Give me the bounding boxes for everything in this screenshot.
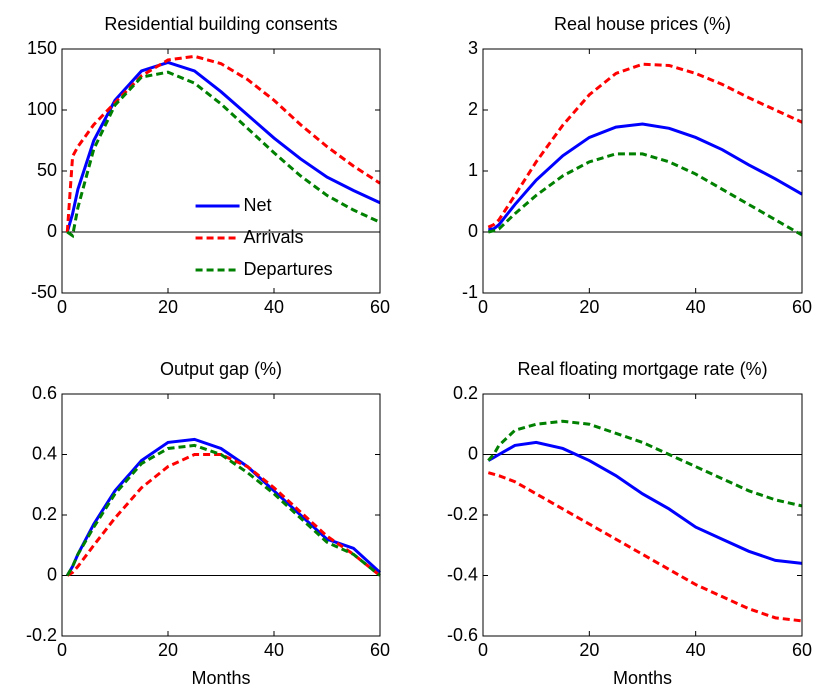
- y-tick-label: -0.2: [26, 625, 57, 645]
- y-tick-label: 0.4: [32, 443, 57, 463]
- x-tick-label: 40: [686, 640, 706, 660]
- series-line: [488, 122, 803, 231]
- series-line: [65, 60, 381, 233]
- series-line: [487, 471, 803, 623]
- x-tick-label: 60: [370, 297, 390, 317]
- x-tick-label: 40: [686, 297, 706, 317]
- y-tick-label: -50: [31, 282, 57, 302]
- series-line: [487, 152, 803, 237]
- x-tick-label: 40: [264, 640, 284, 660]
- y-tick-label: -0.4: [447, 564, 478, 584]
- y-tick-label: -0.2: [447, 504, 478, 524]
- y-tick-label: 2: [468, 99, 478, 119]
- legend-label: Net: [244, 195, 272, 215]
- x-tick-label: 60: [792, 640, 812, 660]
- x-tick-label: 20: [579, 297, 599, 317]
- chart-title: Residential building consents: [104, 14, 337, 34]
- legend-label: Departures: [244, 259, 333, 279]
- y-tick-label: 0.6: [32, 383, 57, 403]
- axes-box: [482, 48, 803, 294]
- x-tick-label: 60: [792, 297, 812, 317]
- x-tick-label: 0: [478, 640, 488, 660]
- x-tick-label: 0: [57, 297, 67, 317]
- series-line: [66, 437, 382, 577]
- series-line: [487, 62, 803, 229]
- y-tick-label: -0.6: [447, 625, 478, 645]
- series-line: [66, 453, 381, 577]
- series-line: [487, 440, 803, 565]
- series-line: [66, 70, 381, 239]
- y-tick-label: 0: [468, 221, 478, 241]
- y-tick-label: 0: [468, 443, 478, 463]
- x-tick-label: 40: [264, 297, 284, 317]
- x-tick-label: 20: [158, 640, 178, 660]
- chart-title: Output gap (%): [160, 359, 282, 379]
- x-tick-label: 0: [478, 297, 488, 317]
- series-line: [65, 54, 381, 233]
- series-line: [66, 443, 381, 577]
- y-tick-label: 0: [47, 221, 57, 241]
- y-tick-label: 0.2: [32, 504, 57, 524]
- axes-box: [482, 393, 803, 637]
- axes-box: [61, 48, 381, 294]
- x-tick-label: 20: [158, 297, 178, 317]
- y-tick-label: 100: [27, 99, 57, 119]
- x-tick-label: 0: [57, 640, 67, 660]
- y-tick-label: 50: [37, 160, 57, 180]
- x-tick-label: 60: [370, 640, 390, 660]
- y-tick-label: -1: [462, 282, 478, 302]
- y-tick-label: 0: [47, 564, 57, 584]
- x-tick-label: 20: [579, 640, 599, 660]
- y-tick-label: 150: [27, 38, 57, 58]
- chart-title: Real floating mortgage rate (%): [517, 359, 767, 379]
- y-tick-label: 1: [468, 160, 478, 180]
- legend-label: Arrivals: [244, 227, 304, 247]
- x-axis-label: Months: [613, 668, 672, 688]
- series-line: [487, 419, 803, 508]
- y-tick-label: 0.2: [453, 383, 478, 403]
- y-tick-label: 3: [468, 38, 478, 58]
- axes-box: [61, 393, 381, 637]
- chart-title: Real house prices (%): [554, 14, 731, 34]
- x-axis-label: Months: [191, 668, 250, 688]
